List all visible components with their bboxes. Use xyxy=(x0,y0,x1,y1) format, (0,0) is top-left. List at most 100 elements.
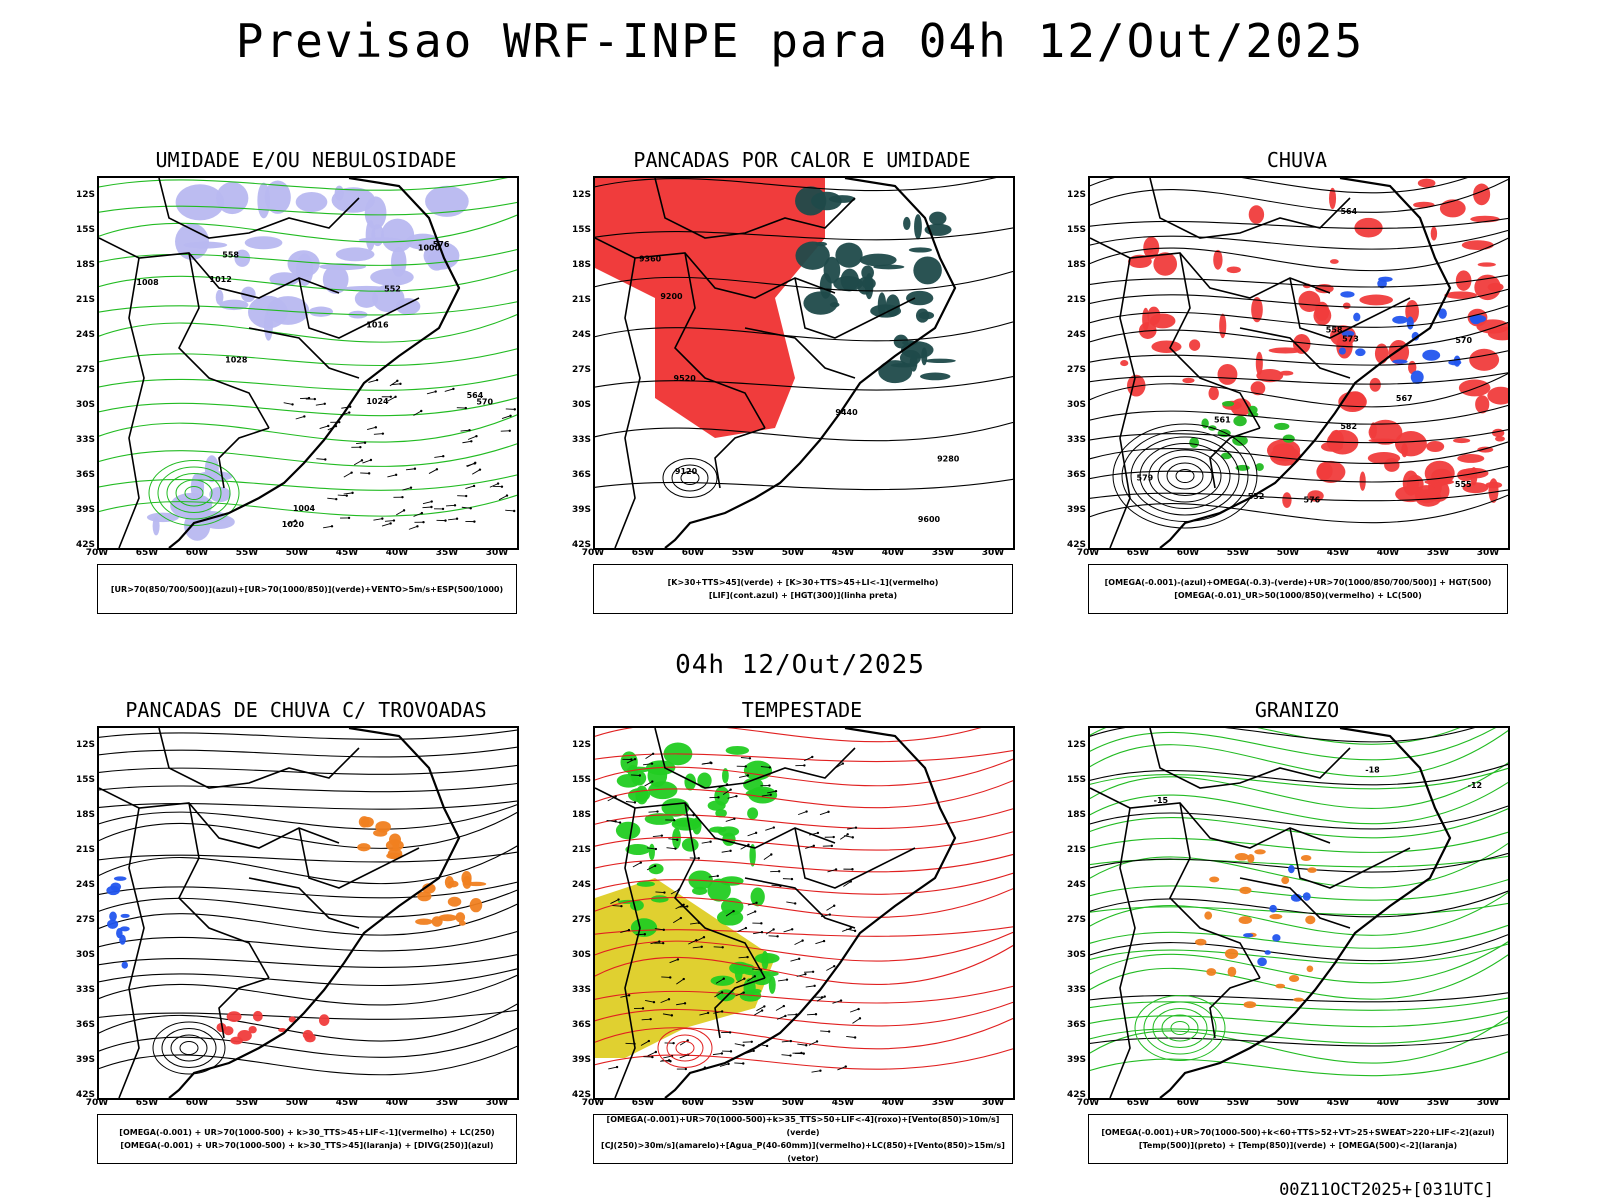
lon-label: 50W xyxy=(781,548,805,558)
lon-label: 30W xyxy=(1476,548,1500,558)
legend-line: [K>30+TTS>45](verde) + [K>30+TTS>45+LI<-… xyxy=(667,578,939,587)
lon-label: 70W xyxy=(1076,548,1100,558)
wind-fill xyxy=(615,742,778,937)
lon-label: 35W xyxy=(931,1098,955,1108)
lon-label: 35W xyxy=(931,548,955,558)
lat-label: 39S xyxy=(75,1055,95,1065)
contour-label: 558 xyxy=(1326,326,1343,335)
lon-label: 40W xyxy=(385,1098,409,1108)
lat-label: 12S xyxy=(1066,190,1086,200)
map-canvas: 1008 1012 1016 1004 1000 1020 1024 1028 576 57056… xyxy=(99,178,517,548)
lat-label: 42S xyxy=(571,540,591,550)
lat-label: 15S xyxy=(1066,775,1086,785)
country-border xyxy=(654,178,856,239)
lon-label: 60W xyxy=(185,1098,209,1108)
legend-line: [OMEGA(-0.001) + UR>70(1000-500) + k>30_… xyxy=(119,1128,495,1137)
country-border xyxy=(218,977,270,1039)
contour-label: 1024 xyxy=(366,397,389,406)
country-border xyxy=(794,827,916,889)
lon-label: 60W xyxy=(681,548,705,558)
lon-label: 30W xyxy=(981,1098,1005,1108)
lon-label: 45W xyxy=(831,548,855,558)
country-border xyxy=(1090,237,1331,299)
country-border xyxy=(1239,327,1351,379)
lat-label: 24S xyxy=(571,880,591,890)
contour-label: 582 xyxy=(1340,422,1357,431)
lat-label: 15S xyxy=(1066,225,1086,235)
country-border xyxy=(178,802,270,979)
lat-label: 36S xyxy=(1066,470,1086,480)
map-panel-granizo: GRANIZO -12 -15 -18 12S 15S 18S 21S 24S 27S 30S 33S… xyxy=(1067,698,1516,1198)
low-pressure-center xyxy=(152,1021,226,1075)
contour-label: 576 xyxy=(1304,496,1321,505)
lat-label: 24S xyxy=(75,330,95,340)
lon-label: 60W xyxy=(185,548,209,558)
lat-label: 18S xyxy=(1066,810,1086,820)
omega-orange xyxy=(1194,849,1317,1009)
map-area: 9600 9520 9440 9360 9280 9200 9120 xyxy=(593,176,1015,550)
coastline xyxy=(664,178,957,548)
lat-label: 33S xyxy=(75,985,95,995)
lat-label: 30S xyxy=(571,400,591,410)
map-canvas xyxy=(595,728,1013,1098)
lon-label: 40W xyxy=(881,1098,905,1108)
low-pressure-center xyxy=(662,458,718,498)
contour-label: -18 xyxy=(1365,766,1380,775)
lat-label: 42S xyxy=(1066,1090,1086,1100)
lat-label: 27S xyxy=(571,915,591,925)
country-border xyxy=(714,977,766,1039)
map-area: 582 579 576 573 570 567 564 561 558 555 552 xyxy=(1088,176,1510,550)
lat-label: 15S xyxy=(75,775,95,785)
streamlines xyxy=(99,729,517,1076)
legend-line: [OMEGA(-0.001)-(azul)+OMEGA(-0.3)-(verde… xyxy=(1104,578,1492,587)
lat-label: 21S xyxy=(571,845,591,855)
contour-label: 573 xyxy=(1342,334,1359,343)
lon-label: 45W xyxy=(1326,548,1350,558)
country-border xyxy=(744,877,856,929)
contour-label: 561 xyxy=(1214,415,1231,424)
lon-label: 30W xyxy=(1476,1098,1500,1108)
country-border xyxy=(1149,178,1351,239)
country-border xyxy=(614,257,641,548)
hail-blue xyxy=(1243,865,1311,967)
red-fill xyxy=(216,1010,330,1045)
contour-labels: 1008 1012 1016 1004 1000 1020 1024 1028 576 57056… xyxy=(136,240,493,529)
lat-label: 30S xyxy=(1066,950,1086,960)
map-canvas xyxy=(99,728,517,1098)
contour-label: 9520 xyxy=(674,374,697,383)
country-border xyxy=(794,277,916,339)
lat-label: 27S xyxy=(75,365,95,375)
streamlines xyxy=(1090,728,1508,1077)
lon-label: 55W xyxy=(235,1098,259,1108)
lat-label: 24S xyxy=(1066,330,1086,340)
lon-label: 45W xyxy=(335,548,359,558)
lon-label: 50W xyxy=(285,1098,309,1108)
legend-line: [UR>70(850/700/500)](azul)+[UR>70(1000/8… xyxy=(110,584,504,594)
streamlines xyxy=(99,178,517,517)
lat-label: 15S xyxy=(571,775,591,785)
lat-label: 42S xyxy=(1066,540,1086,550)
contour-label: 552 xyxy=(1248,492,1265,501)
panel-title: GRANIZO xyxy=(1254,698,1340,722)
contour-label: -15 xyxy=(1154,796,1169,805)
lon-label: 45W xyxy=(831,1098,855,1108)
lon-label: 70W xyxy=(581,548,605,558)
contour-label: 1028 xyxy=(225,356,248,365)
contour-label: 1016 xyxy=(366,320,389,329)
lat-label: 18S xyxy=(571,810,591,820)
lat-label: 30S xyxy=(75,400,95,410)
lon-label: 40W xyxy=(1376,548,1400,558)
blue-fill xyxy=(106,876,130,969)
lat-label: 36S xyxy=(571,470,591,480)
contour-label: 579 xyxy=(1137,473,1154,482)
map-panel-tempestade: TEMPESTADE 12S 15S 18S 21S 24S 27S 30S 33S 36S 39S… xyxy=(572,698,1021,1198)
lat-label: 39S xyxy=(1066,505,1086,515)
lat-label: 27S xyxy=(571,365,591,375)
lat-label: 18S xyxy=(1066,260,1086,270)
legend-box: [OMEGA(-0.001)+UR>70(1000-500)+k<60+TTS>… xyxy=(1088,1114,1508,1164)
orange-fill xyxy=(415,870,487,927)
map-panel-umidade: UMIDADE E/OU NEBULOSIDADE 1008 1012 1016 100… xyxy=(76,148,525,648)
country-border xyxy=(118,257,145,548)
country-border xyxy=(1149,728,1351,789)
lat-label: 21S xyxy=(571,295,591,305)
